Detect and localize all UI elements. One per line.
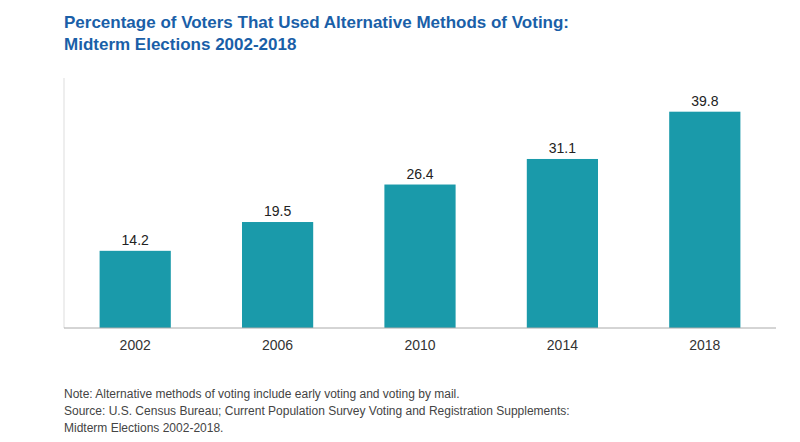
y-axis-line [64, 78, 65, 328]
bars [100, 112, 741, 328]
x-tick-label: 2018 [689, 337, 720, 353]
x-tick-label: 2014 [547, 337, 578, 353]
x-tick-label: 2002 [120, 337, 151, 353]
chart-container: Percentage of Voters That Used Alternati… [0, 0, 800, 442]
note-line: Source: U.S. Census Bureau; Current Popu… [64, 404, 570, 418]
x-axis-line [64, 328, 776, 329]
chart: Percentage of Voters That Used Alternati… [0, 0, 800, 442]
x-tick-label: 2010 [404, 337, 435, 353]
subtitle: Midterm Elections 2002-2018 [64, 35, 296, 54]
data-label: 14.2 [122, 232, 149, 248]
data-label: 39.8 [691, 93, 718, 109]
data-label: 31.1 [549, 140, 576, 156]
bar [100, 251, 171, 328]
bar [527, 159, 598, 328]
note: Note: Alternative methods of voting incl… [64, 387, 570, 435]
bar [242, 222, 313, 328]
data-label: 19.5 [264, 203, 291, 219]
x-tick-label: 2006 [262, 337, 293, 353]
bar [384, 185, 455, 328]
title: Percentage of Voters That Used Alternati… [64, 13, 569, 32]
data-label: 26.4 [406, 166, 433, 182]
note-line: Note: Alternative methods of voting incl… [64, 387, 460, 401]
note-line: Midterm Elections 2002-2018. [64, 421, 223, 435]
bar [669, 112, 740, 328]
